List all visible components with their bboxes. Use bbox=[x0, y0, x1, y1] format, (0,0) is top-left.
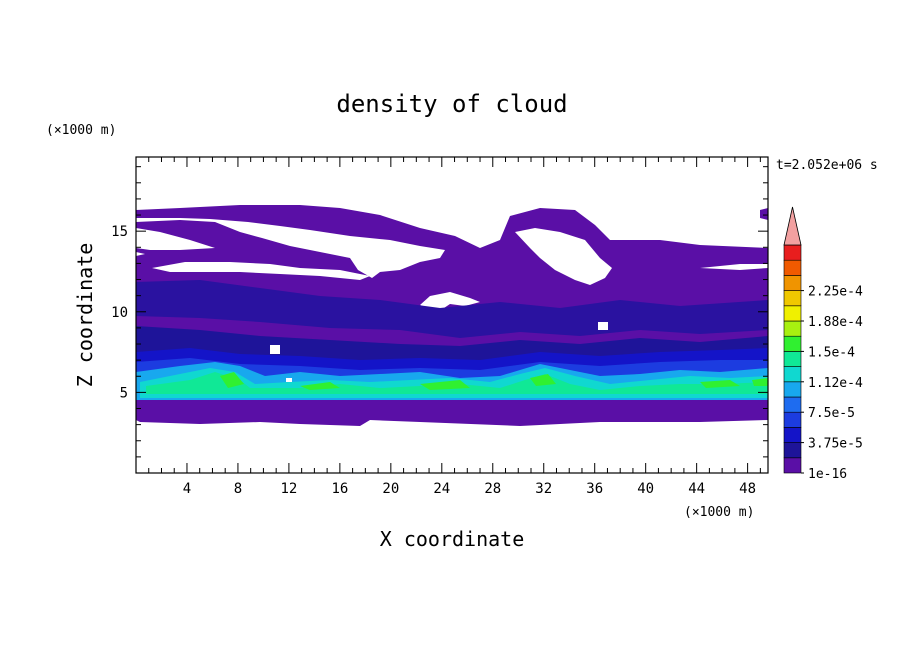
colorbar-swatch bbox=[783, 381, 802, 398]
x-tick-label: 24 bbox=[433, 481, 450, 497]
y-axis-label: Z coordinate bbox=[73, 243, 97, 388]
colorbar-swatch bbox=[783, 427, 802, 443]
clear-hole-2 bbox=[136, 228, 215, 250]
lower-cloud-base bbox=[136, 400, 768, 426]
x-tick-label: 28 bbox=[484, 481, 501, 497]
x-axis-ticks: 4 8 12 16 20 24 28 32 36 40 44 48 bbox=[148, 157, 761, 497]
colorbar-swatch bbox=[783, 366, 802, 383]
colorbar-extend-arrow bbox=[783, 206, 802, 246]
x-tick-label: 44 bbox=[688, 481, 705, 497]
x-tick-label: 20 bbox=[382, 481, 399, 497]
y-unit-label: (×1000 m) bbox=[46, 123, 116, 138]
colorbar-label: 1e-16 bbox=[808, 467, 847, 482]
colorbar-swatch bbox=[783, 351, 802, 367]
x-tick-label: 8 bbox=[234, 481, 242, 497]
clear-hole-7 bbox=[700, 264, 768, 270]
colorbar-label: 7.5e-5 bbox=[808, 406, 855, 421]
x-tick-label: 36 bbox=[586, 481, 603, 497]
colorbar-swatch bbox=[783, 335, 802, 352]
y-tick-label: 5 bbox=[120, 385, 128, 401]
colorbar-swatch bbox=[783, 305, 802, 322]
colorbar-label: 2.25e-4 bbox=[808, 285, 863, 300]
x-unit-label: (×1000 m) bbox=[684, 505, 754, 520]
clear-dot-3 bbox=[286, 378, 292, 382]
y-axis-ticks: 5 10 15 bbox=[111, 166, 768, 458]
green-band bbox=[146, 372, 768, 394]
upper-right-cloud bbox=[760, 208, 768, 220]
colorbar-swatch bbox=[783, 411, 802, 428]
colorbar-swatch bbox=[783, 275, 802, 291]
colorbar-label: 1.12e-4 bbox=[808, 376, 863, 391]
x-tick-label: 48 bbox=[739, 481, 756, 497]
colorbar-swatch bbox=[783, 320, 802, 337]
y-tick-label: 15 bbox=[111, 224, 128, 240]
x-tick-label: 12 bbox=[280, 481, 297, 497]
colorbar-swatch bbox=[783, 442, 802, 459]
clear-hole-6 bbox=[515, 228, 612, 285]
colorbar-label: 1.88e-4 bbox=[808, 315, 863, 330]
x-axis-label: X coordinate bbox=[380, 527, 525, 551]
plot-frame bbox=[135, 156, 769, 474]
colorbar-swatch bbox=[783, 290, 802, 307]
clear-hole-5 bbox=[420, 292, 480, 312]
time-label: t=2.052e+06 s bbox=[776, 158, 878, 173]
colorbar-label: 1.5e-4 bbox=[808, 345, 855, 360]
contour-fields bbox=[136, 205, 768, 426]
colorbar-label: 3.75e-5 bbox=[808, 437, 863, 452]
y-tick-label: 10 bbox=[111, 305, 128, 321]
chart-title: density of cloud bbox=[336, 90, 567, 118]
clear-hole-3 bbox=[136, 252, 145, 256]
x-tick-label: 32 bbox=[535, 481, 552, 497]
colorbar-swatch bbox=[783, 457, 802, 474]
dark-blue-band-1 bbox=[136, 280, 768, 338]
clear-hole-1 bbox=[136, 218, 445, 278]
clear-dot-1 bbox=[270, 345, 280, 354]
clear-hole-4 bbox=[152, 262, 370, 280]
x-tick-label: 4 bbox=[183, 481, 191, 497]
colorbar-swatch bbox=[783, 259, 802, 276]
clear-dot-2 bbox=[598, 322, 608, 330]
colorbar-swatch bbox=[783, 396, 802, 413]
x-tick-label: 40 bbox=[637, 481, 654, 497]
x-tick-label: 16 bbox=[331, 481, 348, 497]
colorbar: 1e-16 3.75e-5 7.5e-5 1.12e-4 1.5e-4 1.88e-4 2.… bbox=[783, 206, 863, 482]
colorbar-swatch bbox=[783, 244, 802, 261]
